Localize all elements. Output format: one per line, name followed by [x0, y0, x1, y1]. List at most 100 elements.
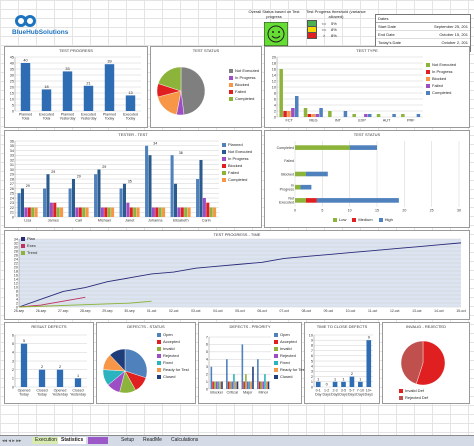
bar: [24, 207, 28, 217]
legend-swatch: [222, 156, 226, 161]
x-tick-label: Today: [37, 393, 47, 397]
legend-label: Open: [163, 332, 173, 337]
bar: [243, 381, 245, 389]
legend-label: Blocked: [228, 163, 243, 168]
date-value: September 25, 201: [433, 24, 468, 29]
bar: [126, 202, 130, 217]
bar: [305, 198, 317, 203]
bar: [416, 114, 421, 117]
data-label: 29: [102, 165, 106, 169]
chart-legend: Open Accepted Invalid Rejected Fixed Ready fo…: [274, 331, 306, 380]
x-tick-label: 0: [294, 209, 296, 213]
legend-item: Ready for Test: [157, 366, 189, 373]
bar: [241, 344, 244, 389]
legend-swatch: [274, 367, 278, 372]
y-tick-label: 32: [10, 158, 14, 162]
legend-item: Rejected Def: [399, 394, 428, 401]
tab-purple[interactable]: [88, 437, 108, 444]
legend-label: Ready for Test: [280, 367, 306, 372]
threshold-title: Test Progress threshold (variance allowe…: [306, 9, 366, 19]
tab-setup[interactable]: Setup: [121, 437, 135, 443]
chart-title: TEST TYPE: [356, 48, 378, 53]
x-tick-label: 30: [457, 209, 461, 213]
x-tick-label: 30-sep: [124, 309, 134, 313]
panel-result-defects: RESULT DEFECTS 0 1 2 3 4 5 6 5 Opened Today 2 Closed…: [4, 322, 94, 404]
dates-title: Dates: [376, 15, 470, 23]
bar: [213, 207, 217, 217]
data-label: 18: [44, 85, 48, 89]
bar: [43, 188, 47, 217]
x-tick-label: Opened: [18, 389, 31, 393]
bar: [352, 114, 356, 117]
legend-label: In Progress: [228, 156, 249, 161]
y-tick-label: 2: [16, 301, 18, 305]
x-tick-label: 15-oct: [456, 309, 465, 313]
bar: [319, 108, 323, 117]
tab-nav-arrows[interactable]: ◂◂ ◂ ▸ ▸▸: [2, 438, 22, 444]
bar: [60, 207, 64, 217]
bar: [41, 89, 52, 111]
bar: [94, 174, 98, 217]
bar: [158, 207, 162, 217]
x-tick-label: 26-sep: [36, 309, 46, 313]
legend-swatch: [426, 62, 430, 67]
data-label: 13: [128, 91, 132, 95]
logo-icon: [15, 15, 36, 27]
threshold-op: <=: [321, 20, 327, 26]
x-tick-label: Yesterday: [81, 117, 97, 121]
x-tick-label: Executed: [123, 113, 138, 117]
data-label: 0: [326, 383, 328, 387]
legend-swatch: [399, 388, 403, 393]
tab-readme[interactable]: ReadMe: [143, 437, 162, 443]
chart-title: TEST STATUS: [192, 48, 220, 53]
y-tick-label: 2: [12, 368, 14, 372]
chart-title: TEST PROGRESS - TIME: [213, 232, 261, 237]
tab-execution[interactable]: Execution: [32, 437, 60, 444]
legend-label: Closed: [163, 374, 176, 379]
data-label: 1: [317, 377, 319, 381]
bar: [257, 359, 259, 389]
bar: [173, 183, 178, 217]
chart-title: TIME TO CLOSE DEFECTS: [316, 324, 368, 329]
x-tick-label: Michael: [98, 219, 111, 223]
bar: [68, 188, 72, 217]
bar: [233, 374, 235, 389]
y-tick-label: 2: [206, 372, 208, 376]
bar: [27, 207, 31, 217]
panel-defects-priority: DEFECTS - PRIORITY 0 1 2 3 4 5 6 7 Blocker Critica…: [198, 322, 306, 404]
y-tick-label: 6: [12, 333, 14, 337]
bar: [295, 145, 350, 150]
bar: [305, 171, 328, 177]
legend-label: Low: [339, 217, 347, 222]
y-tick-label: 2: [274, 109, 276, 113]
bar: [279, 69, 283, 117]
bar: [148, 155, 152, 217]
legend-item: Not Executed: [426, 61, 456, 68]
legend-item: Invalid: [274, 345, 306, 352]
y-tick-label: 2: [311, 375, 313, 379]
chart-svg: 05101520253035404540PlannedTotal18Execut…: [10, 55, 141, 121]
bar: [246, 381, 249, 389]
y-tick-label: 20: [272, 55, 276, 59]
tab-statistics[interactable]: Statistics: [58, 437, 87, 444]
tab-calculations[interactable]: Calculations: [171, 437, 199, 443]
y-tick-label: 1: [12, 377, 14, 381]
y-tick-label: 28: [10, 177, 14, 181]
bar: [129, 207, 133, 217]
x-tick-label: Days: [339, 393, 347, 397]
legend-label: Blocked: [432, 76, 447, 81]
legend-label: Ready for Test: [163, 367, 189, 372]
y-tick-label: 0: [12, 215, 14, 219]
y-tick-label: 3: [311, 370, 313, 374]
x-tick-label: EXP: [358, 119, 366, 123]
bar: [226, 359, 228, 389]
y-tick-label: 23: [10, 201, 14, 205]
legend-swatch: [229, 75, 233, 80]
bar: [34, 207, 38, 217]
legend-swatch: [274, 339, 278, 344]
legend-swatch: [352, 217, 357, 222]
bar: [258, 381, 261, 389]
legend-item: Exec: [21, 242, 37, 249]
bar: [125, 95, 136, 111]
x-tick-label: 12-oct: [390, 309, 399, 313]
